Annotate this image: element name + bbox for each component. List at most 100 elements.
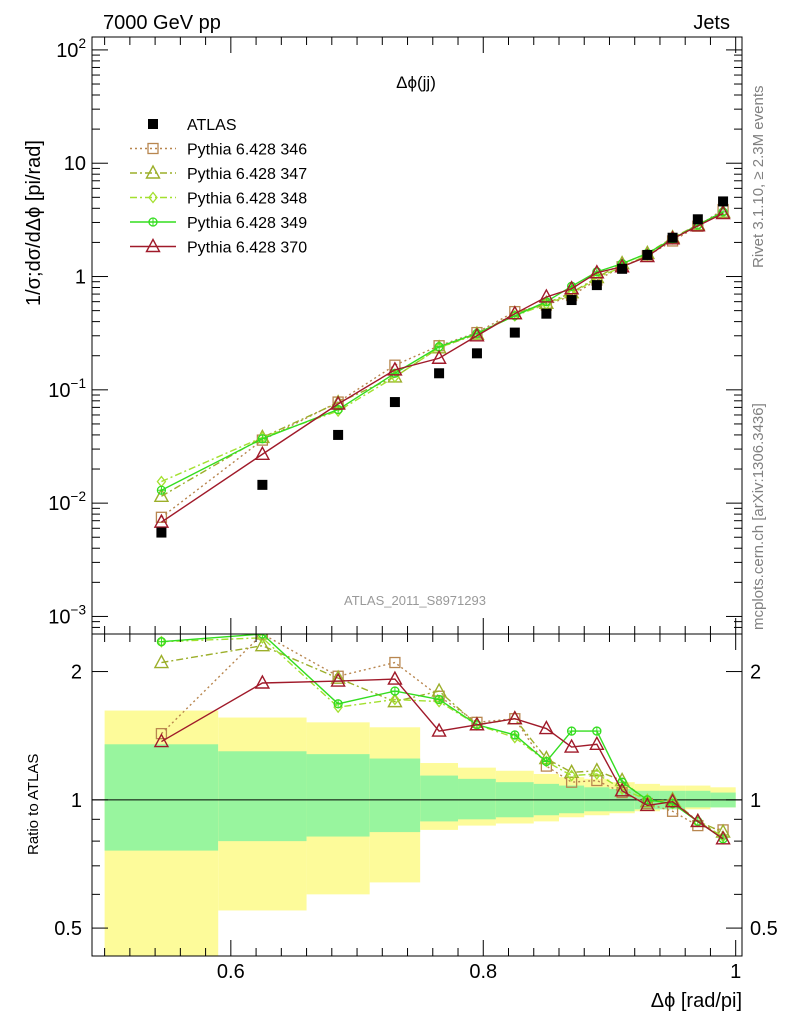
- ratio-data-point: [566, 726, 577, 736]
- data-point: [431, 349, 447, 364]
- series-line: [161, 212, 724, 523]
- legend-entry: Pythia 6.428 370: [130, 238, 307, 257]
- atlas-data-point: [591, 280, 602, 291]
- data-point: [387, 361, 403, 376]
- ratio-data-point: [589, 762, 605, 777]
- data-point: [538, 288, 555, 303]
- tick-label: 10−2: [48, 489, 86, 515]
- ratio-data-point: [431, 722, 447, 737]
- data-point: [254, 445, 271, 460]
- main-y-axis-label: 1/σ;dσ/dΔϕ [pi/rad]: [23, 140, 45, 306]
- inner-uncertainty-band: [369, 758, 421, 833]
- ratio-data-point: [566, 769, 577, 782]
- atlas-data-point: [509, 327, 520, 338]
- ratio-data-point: [589, 735, 605, 750]
- ratio-data-point: [509, 731, 520, 744]
- ratio-data-point: [153, 733, 170, 748]
- tick-label: 10−3: [48, 602, 86, 628]
- legend: ATLAS Pythia 6.428 346 Pythia 6.428 347 Pyt…: [130, 117, 307, 257]
- atlas-data-point: [257, 479, 268, 490]
- tick-label: 0.5: [750, 918, 778, 940]
- ratio-data-point: [507, 710, 523, 725]
- ratio-data-point: [510, 730, 520, 740]
- legend-marker: [145, 238, 161, 253]
- legend-marker: [148, 191, 158, 204]
- ratio-data-point: [153, 654, 170, 669]
- data-point: [589, 264, 605, 279]
- legend-label: Pythia 6.428 347: [187, 166, 307, 183]
- ratio-data-point: [664, 793, 681, 808]
- atlas-data-point: [566, 295, 577, 306]
- ratio-data-point: [639, 796, 656, 812]
- legend-entry: ATLAS: [148, 117, 237, 134]
- tick-label: 1: [71, 790, 82, 812]
- data-point: [690, 217, 706, 232]
- data-point: [434, 342, 444, 352]
- ratio-data-point: [333, 701, 343, 714]
- data-point: [715, 205, 731, 220]
- inner-uncertainty-band: [104, 744, 219, 851]
- ratio-data-point: [254, 637, 271, 652]
- atlas-data-point: [434, 368, 445, 379]
- tick-label: 10−1: [48, 376, 86, 402]
- data-point: [153, 487, 170, 502]
- legend-label: Pythia 6.428 346: [187, 142, 307, 159]
- data-point: [330, 395, 346, 410]
- ratio-data-point: [538, 720, 555, 735]
- ratio-data-point: [155, 727, 168, 740]
- data-point: [153, 513, 170, 528]
- mcplots-label: mcplots.cern.ch [arXiv:1306.3436]: [750, 403, 767, 630]
- ratio-data-point: [387, 670, 403, 685]
- main-title: Δϕ(jj): [396, 73, 436, 92]
- inner-uncertainty-band: [420, 775, 459, 822]
- ratio-data-point: [254, 674, 271, 689]
- legend-label: Pythia 6.428 370: [187, 240, 307, 257]
- tick-label: 1: [730, 961, 741, 983]
- atlas-data-point: [642, 249, 653, 260]
- ratio-data-point: [592, 726, 602, 736]
- series-line: [160, 208, 724, 518]
- ratio-data-point: [434, 694, 444, 705]
- tick-label: 0.6: [217, 961, 245, 983]
- inner-uncertainty-band: [584, 787, 610, 812]
- ratio-data-point: [330, 672, 346, 687]
- atlas-data-point: [667, 232, 678, 243]
- inner-uncertainty-band: [218, 751, 307, 842]
- ratio-y-axis-label: Ratio to ATLAS: [25, 754, 42, 855]
- inner-uncertainty-band: [306, 754, 370, 837]
- x-axis-label: Δϕ [rad/pi]: [651, 990, 742, 1012]
- atlas-data-point: [333, 429, 344, 440]
- ratio-data-point: [469, 716, 485, 731]
- tick-label: 2: [750, 662, 761, 684]
- inner-uncertainty-band: [685, 790, 711, 808]
- legend-marker: [147, 142, 159, 155]
- inner-uncertainty-band: [458, 778, 496, 820]
- data-point: [156, 485, 167, 495]
- ratio-data-point: [690, 812, 706, 828]
- ratio-series-line: [160, 634, 724, 831]
- ratio-data-point: [563, 763, 580, 779]
- tick-label: 0.8: [469, 961, 497, 983]
- legend-entry: Pythia 6.428 348: [130, 191, 307, 208]
- data-point: [155, 511, 168, 523]
- atlas-data-point: [471, 348, 482, 359]
- ratio-data-point: [541, 756, 552, 767]
- atlas-data-point: [541, 308, 552, 319]
- atlas-data-point: [692, 214, 703, 225]
- ratio-data-point: [156, 637, 167, 647]
- analysis-tag: ATLAS_2011_S8971293: [344, 593, 486, 608]
- atlas-data-point: [617, 263, 628, 274]
- ratio-series-group: [153, 634, 731, 845]
- data-point: [507, 305, 523, 320]
- legend-label: ATLAS: [187, 117, 237, 134]
- ratio-data-point: [330, 669, 346, 684]
- ratio-data-point: [390, 693, 400, 706]
- atlas-data-point: [718, 196, 729, 207]
- ratio-data-point: [333, 699, 343, 709]
- legend-entry: Pythia 6.428 347: [130, 164, 307, 183]
- energy-label: 7000 GeV pp: [103, 12, 221, 34]
- data-point: [257, 434, 268, 444]
- atlas-data-point: [156, 527, 167, 538]
- ratio-data-point: [257, 634, 268, 639]
